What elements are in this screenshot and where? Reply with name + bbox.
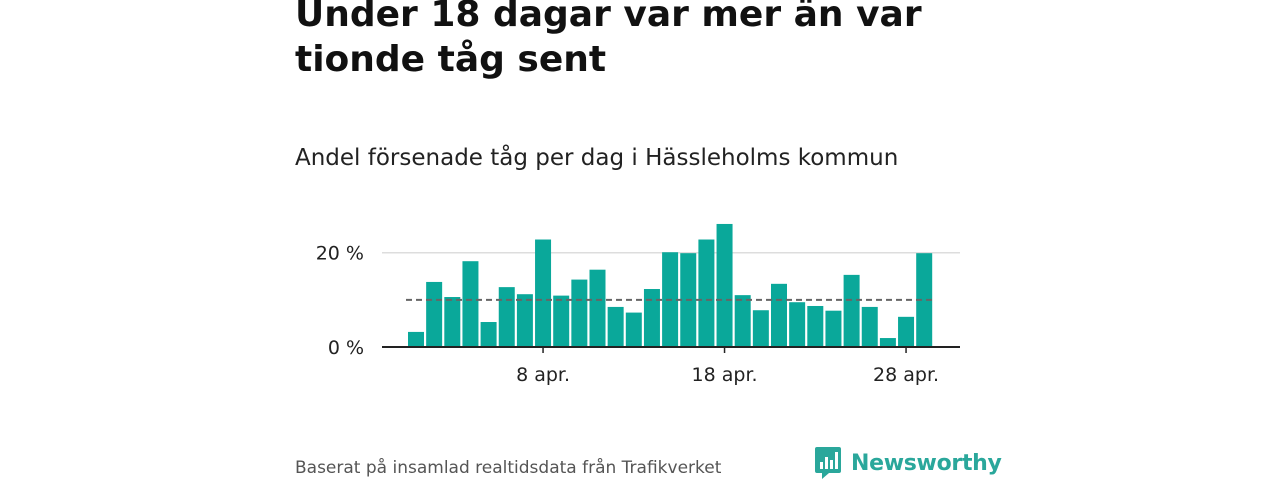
bar (462, 261, 479, 347)
bar (589, 269, 606, 347)
bar (516, 294, 533, 347)
x-tick-label: 8 apr. (516, 364, 570, 386)
bar-chart: 0 % 20 % 8 apr. 18 apr. 28 apr. (316, 223, 960, 386)
bar (480, 322, 497, 347)
bar (807, 305, 824, 347)
bar (643, 289, 660, 347)
bar (444, 297, 461, 347)
bar (734, 295, 751, 347)
y-tick-label: 20 % (316, 243, 364, 265)
bar (789, 302, 806, 347)
bar (771, 283, 787, 347)
brand-name: Newsworthy (851, 450, 1002, 476)
bar (698, 239, 715, 347)
chart-title: Under 18 dagar var mer än var tionde tåg… (295, 0, 922, 80)
bar (825, 310, 842, 347)
bar (625, 312, 642, 347)
bar-chart-speech-bubble-icon (815, 447, 841, 479)
bar (916, 253, 933, 347)
x-tick-label: 28 apr. (873, 364, 939, 386)
bar (571, 279, 588, 347)
newsworthy-logo[interactable]: Newsworthy (814, 446, 1002, 480)
x-tick-label: 18 apr. (692, 364, 758, 386)
bar (861, 306, 878, 347)
bar (535, 239, 552, 347)
bar (898, 316, 915, 347)
chart-subtitle: Andel försenade tåg per dag i Hässleholm… (295, 145, 899, 171)
bar (752, 310, 769, 347)
bar (879, 338, 896, 347)
bar (553, 295, 570, 347)
bar (843, 274, 860, 347)
bar (498, 287, 515, 347)
bar (716, 223, 733, 347)
bar (607, 306, 624, 347)
y-tick-label: 0 % (328, 337, 364, 359)
source-note: Baserat på insamlad realtidsdata från Tr… (295, 458, 722, 478)
bar (426, 281, 443, 347)
bar (408, 331, 424, 347)
